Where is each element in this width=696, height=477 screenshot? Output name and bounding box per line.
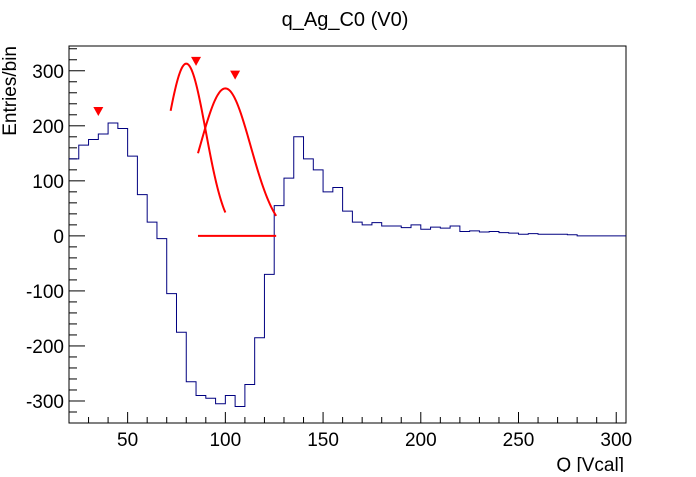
x-tick-label: 100 [209, 430, 241, 451]
y-tick-label: 100 [32, 172, 64, 193]
y-tick-label: -300 [26, 392, 64, 413]
y-tick-label: 300 [32, 62, 64, 83]
chart-title: q_Ag_C0 (V0) [282, 9, 409, 31]
x-tick-label: 200 [405, 430, 437, 451]
y-axis: -300 -200 -100 0 100 200 300 [26, 48, 85, 424]
y-tick-label: -100 [26, 282, 64, 303]
x-axis-label: Q [Vcal] [556, 455, 624, 472]
x-tick-label: 250 [503, 430, 535, 451]
y-tick-label: -200 [26, 337, 64, 358]
fit-curve [169, 62, 227, 213]
peak-marker [93, 106, 104, 116]
y-tick-label: 200 [32, 117, 64, 138]
x-tick-label: 50 [117, 430, 138, 451]
y-axis-label: Entries/bin [0, 46, 21, 136]
x-tick-label: 150 [307, 430, 339, 451]
peak-marker [230, 70, 241, 80]
y-tick-label: 0 [53, 227, 64, 248]
fit-curve [197, 87, 278, 217]
x-axis: 50 100 150 200 250 300 [68, 412, 632, 451]
peak-marker [191, 56, 202, 66]
plot-frame [68, 45, 627, 424]
series-layer [69, 56, 626, 407]
x-tick-label: 300 [600, 430, 632, 451]
histogram-series [69, 122, 626, 407]
